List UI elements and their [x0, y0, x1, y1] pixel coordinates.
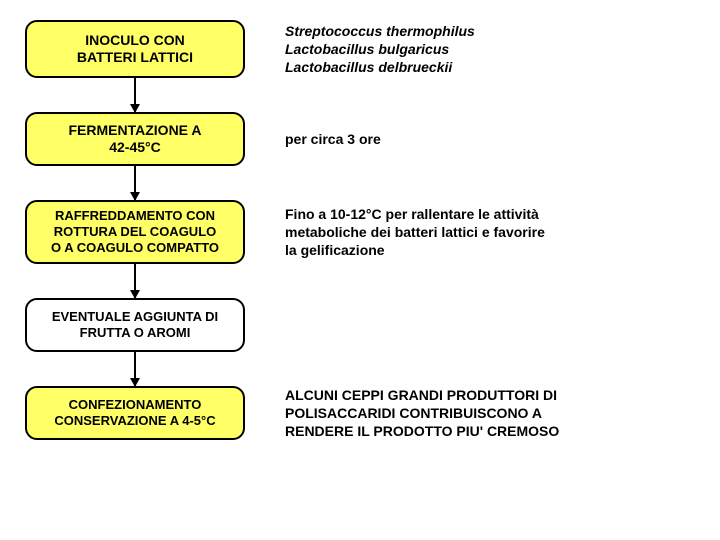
arrow-icon	[134, 78, 136, 112]
arrow-after-inoculo	[25, 78, 245, 112]
desc-line: POLISACCARIDI CONTRIBUISCONO A	[285, 404, 695, 422]
arrow-icon	[134, 264, 136, 298]
step-desc-inoculo: Streptococcus thermophilusLactobacillus …	[285, 22, 695, 77]
step-box-aggiunta: EVENTUALE AGGIUNTA DIFRUTTA O AROMI	[25, 298, 245, 352]
step-desc-confezionamento: ALCUNI CEPPI GRANDI PRODUTTORI DIPOLISAC…	[285, 386, 695, 441]
arrow-after-raffreddamento	[25, 264, 245, 298]
box-line: ROTTURA DEL COAGULO	[54, 224, 217, 240]
step-row-aggiunta: EVENTUALE AGGIUNTA DIFRUTTA O AROMI	[25, 298, 695, 352]
box-line: BATTERI LATTICI	[77, 49, 193, 67]
box-line: FRUTTA O AROMI	[80, 325, 191, 341]
box-line: RAFFREDDAMENTO CON	[55, 208, 215, 224]
step-box-fermentazione: FERMENTAZIONE A42-45°C	[25, 112, 245, 166]
desc-line: Lactobacillus bulgaricus	[285, 40, 695, 58]
desc-line: ALCUNI CEPPI GRANDI PRODUTTORI DI	[285, 386, 695, 404]
flowchart-container: INOCULO CONBATTERI LATTICI Streptococcus …	[25, 20, 695, 441]
arrow-after-fermentazione	[25, 166, 245, 200]
desc-line: la gelificazione	[285, 241, 695, 259]
box-line: INOCULO CON	[85, 32, 185, 50]
desc-line: metaboliche dei batteri lattici e favori…	[285, 223, 695, 241]
step-row-raffreddamento: RAFFREDDAMENTO CONROTTURA DEL COAGULOO A…	[25, 200, 695, 264]
step-box-confezionamento: CONFEZIONAMENTOCONSERVAZIONE A 4-5°C	[25, 386, 245, 440]
step-desc-fermentazione: per circa 3 ore	[285, 130, 695, 148]
step-box-raffreddamento: RAFFREDDAMENTO CONROTTURA DEL COAGULOO A…	[25, 200, 245, 264]
step-box-inoculo: INOCULO CONBATTERI LATTICI	[25, 20, 245, 78]
arrow-icon	[134, 166, 136, 200]
arrow-after-aggiunta	[25, 352, 245, 386]
box-line: CONFEZIONAMENTO	[69, 397, 202, 413]
step-desc-raffreddamento: Fino a 10-12°C per rallentare le attivit…	[285, 205, 695, 260]
box-line: EVENTUALE AGGIUNTA DI	[52, 309, 218, 325]
desc-line: Streptococcus thermophilus	[285, 22, 695, 40]
step-row-inoculo: INOCULO CONBATTERI LATTICI Streptococcus …	[25, 20, 695, 78]
box-line: 42-45°C	[109, 139, 161, 157]
arrow-icon	[134, 352, 136, 386]
step-row-confezionamento: CONFEZIONAMENTOCONSERVAZIONE A 4-5°C ALCU…	[25, 386, 695, 441]
desc-line: per circa 3 ore	[285, 130, 695, 148]
box-line: FERMENTAZIONE A	[69, 122, 202, 140]
step-row-fermentazione: FERMENTAZIONE A42-45°C per circa 3 ore	[25, 112, 695, 166]
desc-line: RENDERE IL PRODOTTO PIU' CREMOSO	[285, 422, 695, 440]
desc-line: Fino a 10-12°C per rallentare le attivit…	[285, 205, 695, 223]
desc-line: Lactobacillus delbrueckii	[285, 58, 695, 76]
box-line: O A COAGULO COMPATTO	[51, 240, 219, 256]
box-line: CONSERVAZIONE A 4-5°C	[54, 413, 215, 429]
